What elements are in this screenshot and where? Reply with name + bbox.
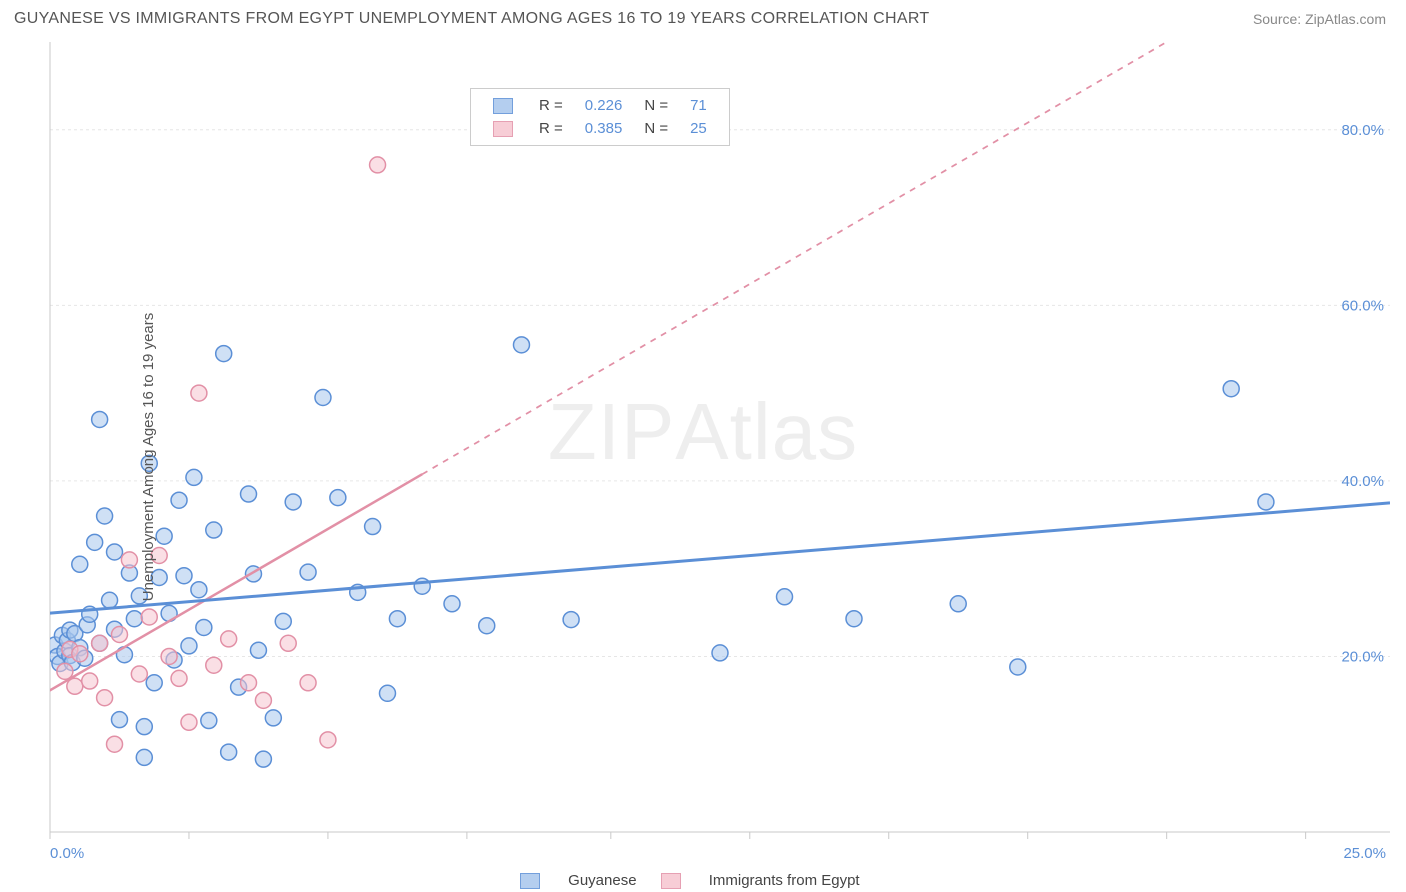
data-point: [370, 157, 386, 173]
legend-swatch: [493, 121, 513, 137]
data-point: [171, 492, 187, 508]
data-point: [97, 690, 113, 706]
trend-line: [25, 503, 1390, 615]
data-point: [156, 528, 172, 544]
data-point: [191, 582, 207, 598]
data-point: [191, 385, 207, 401]
data-point: [131, 666, 147, 682]
data-point: [255, 751, 271, 767]
x-tick-label: 25.0%: [1343, 845, 1386, 862]
data-point: [255, 692, 271, 708]
legend-swatch: [661, 873, 681, 889]
data-point: [221, 631, 237, 647]
data-point: [201, 713, 217, 729]
chart-area: Unemployment Among Ages 16 to 19 years 2…: [0, 32, 1406, 882]
data-point: [67, 678, 83, 694]
data-point: [57, 663, 73, 679]
y-tick-label: 60.0%: [1341, 297, 1384, 314]
data-point: [102, 592, 118, 608]
data-point: [72, 646, 88, 662]
data-point: [365, 519, 381, 535]
data-point: [280, 635, 296, 651]
data-point: [141, 609, 157, 625]
data-point: [846, 611, 862, 627]
data-point: [216, 346, 232, 362]
data-point: [241, 675, 257, 691]
data-point: [1010, 659, 1026, 675]
legend-swatch: [493, 98, 513, 114]
source-attribution: Source: ZipAtlas.com: [1253, 11, 1386, 27]
data-point: [1258, 494, 1274, 510]
data-point: [136, 749, 152, 765]
correlation-legend: R =0.226N =71R =0.385N =25: [470, 88, 730, 146]
data-point: [389, 611, 405, 627]
data-point: [330, 490, 346, 506]
data-point: [82, 673, 98, 689]
data-point: [136, 719, 152, 735]
data-point: [379, 685, 395, 701]
data-point: [87, 534, 103, 550]
data-point: [196, 619, 212, 635]
data-point: [265, 710, 281, 726]
data-point: [97, 508, 113, 524]
data-point: [171, 670, 187, 686]
data-point: [563, 612, 579, 628]
data-point: [275, 613, 291, 629]
data-point: [181, 714, 197, 730]
data-point: [186, 469, 202, 485]
data-point: [315, 390, 331, 406]
data-point: [300, 675, 316, 691]
legend-row: R =0.385N =25: [483, 118, 717, 139]
data-point: [513, 337, 529, 353]
data-point: [181, 638, 197, 654]
data-point: [1223, 381, 1239, 397]
data-point: [206, 522, 222, 538]
data-point: [221, 744, 237, 760]
scatter-chart: 20.0% 40.0% 60.0% 80.0% 0.0% 25.0%: [0, 32, 1406, 882]
y-tick-label: 40.0%: [1341, 473, 1384, 490]
data-point: [161, 648, 177, 664]
data-point: [241, 486, 257, 502]
data-point: [111, 627, 127, 643]
data-point: [126, 611, 142, 627]
legend-swatch: [520, 873, 540, 889]
data-point: [92, 411, 108, 427]
data-point: [300, 564, 316, 580]
legend-row: R =0.226N =71: [483, 95, 717, 116]
data-point: [250, 642, 266, 658]
data-point: [206, 657, 222, 673]
series-legend: Guyanese Immigrants from Egypt: [520, 872, 884, 889]
data-point: [176, 568, 192, 584]
data-point: [72, 556, 88, 572]
y-tick-label: 20.0%: [1341, 648, 1384, 665]
chart-title: GUYANESE VS IMMIGRANTS FROM EGYPT UNEMPL…: [14, 10, 930, 28]
data-point: [107, 544, 123, 560]
data-point: [712, 645, 728, 661]
data-point: [479, 618, 495, 634]
data-point: [444, 596, 460, 612]
data-point: [320, 732, 336, 748]
y-tick-label: 80.0%: [1341, 122, 1384, 139]
data-point: [950, 596, 966, 612]
data-point: [146, 675, 162, 691]
data-point: [121, 552, 137, 568]
legend-item: Immigrants from Egypt: [661, 872, 860, 889]
data-point: [92, 635, 108, 651]
data-point: [111, 712, 127, 728]
legend-item: Guyanese: [520, 872, 637, 889]
x-tick-label: 0.0%: [50, 845, 84, 862]
y-axis-label: Unemployment Among Ages 16 to 19 years: [140, 313, 157, 602]
data-point: [285, 494, 301, 510]
data-point: [107, 736, 123, 752]
data-point: [777, 589, 793, 605]
